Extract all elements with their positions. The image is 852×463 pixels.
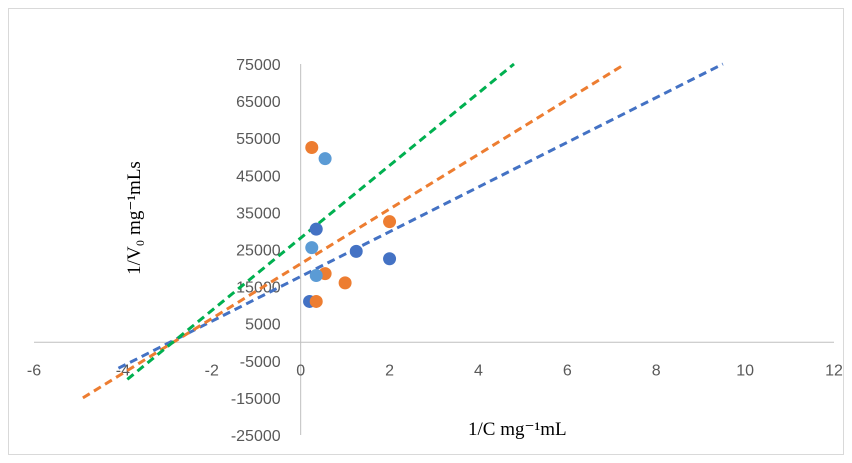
x-tick-label: 2 xyxy=(385,362,394,379)
y-tick-label: 5000 xyxy=(245,317,281,334)
data-point-series-2 xyxy=(383,215,397,229)
data-point-series-2 xyxy=(309,294,323,308)
x-axis-title: 1/C mg⁻¹mL xyxy=(468,419,567,440)
tick-labels: -6 -4 -2 0 2 4 6 8 10 12-25000-15000-500050001500… xyxy=(27,57,843,445)
trendline-1 xyxy=(117,62,724,370)
data-point-series-1 xyxy=(309,222,323,236)
x-tick-label: -2 xyxy=(205,362,219,379)
trendline-2 xyxy=(82,62,626,400)
x-tick-label: 12 xyxy=(825,362,843,379)
y-tick-label: -25000 xyxy=(231,428,281,445)
data-point-series-1 xyxy=(349,244,363,258)
y-tick-label: 75000 xyxy=(236,57,281,74)
y-tick-label: 55000 xyxy=(236,131,281,148)
trendline-4 xyxy=(126,62,515,381)
x-tick-label: -6 xyxy=(27,362,41,379)
y-tick-label: 65000 xyxy=(236,94,281,111)
data-point-series-2 xyxy=(338,276,352,290)
x-tick-label: 4 xyxy=(474,362,483,379)
y-tick-label: 35000 xyxy=(236,205,281,222)
data-point-series-1 xyxy=(383,252,397,266)
y-tick-label: -5000 xyxy=(240,354,281,371)
chart-area xyxy=(8,8,844,455)
y-tick-label: 25000 xyxy=(236,243,281,260)
data-points xyxy=(303,140,397,308)
axes xyxy=(34,64,834,435)
y-tick-label: -15000 xyxy=(231,391,281,408)
data-point-series-2 xyxy=(305,140,319,154)
x-tick-label: 6 xyxy=(563,362,572,379)
trendlines xyxy=(82,62,724,400)
y-tick-label: 45000 xyxy=(236,168,281,185)
y-tick-label: 15000 xyxy=(236,280,281,297)
x-tick-label: 0 xyxy=(296,362,305,379)
data-point-series-3 xyxy=(305,241,319,255)
x-tick-label: 10 xyxy=(736,362,754,379)
x-tick-label: 8 xyxy=(652,362,661,379)
data-point-series-3 xyxy=(318,152,332,166)
y-axis-title: 1/V₀ mg⁻¹mLs xyxy=(124,161,145,275)
data-point-series-3 xyxy=(309,268,323,282)
